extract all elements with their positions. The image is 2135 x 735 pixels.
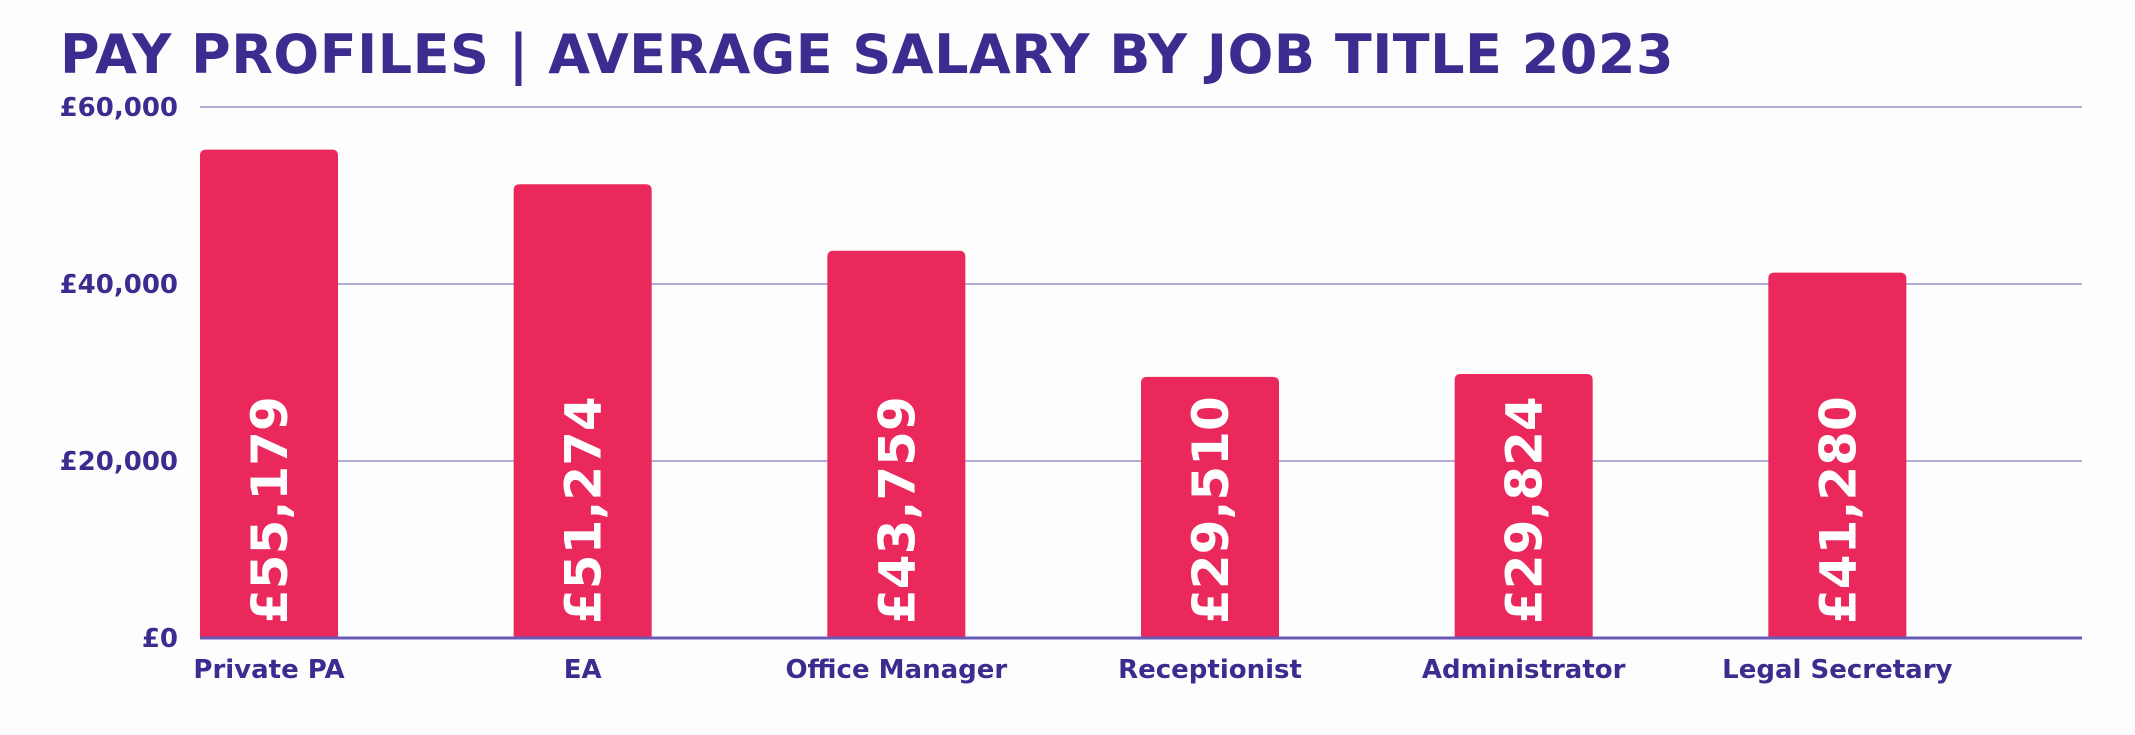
x-tick-label: Administrator [1422,655,1626,685]
x-tick-label: EA [564,655,602,685]
bar [513,184,652,638]
y-tick-label: £40,000 [60,270,178,300]
x-tick-label: Receptionist [1118,655,1302,685]
bar [1768,272,1907,638]
bar [200,149,338,639]
bar-value-label: £43,759 [868,396,926,624]
x-tick-label: Legal Secretary [1722,655,1952,685]
y-tick-label: £60,000 [60,93,178,123]
bar-value-label: £29,824 [1496,396,1554,624]
y-tick-label: £20,000 [60,447,178,477]
y-tick-label: £0 [142,624,178,654]
bar [1141,376,1279,638]
bar-value-label: £29,510 [1182,396,1240,624]
x-tick-label: Private PA [193,655,344,685]
bar-value-label: £51,274 [555,396,613,624]
bar-value-label: £41,280 [1809,396,1867,624]
bar [1454,374,1593,638]
bar [827,250,966,638]
x-tick-label: Office Manager [785,655,1007,685]
bar-value-label: £55,179 [241,396,299,624]
chart-title: PAY PROFILES | AVERAGE SALARY BY JOB TIT… [60,23,1675,86]
